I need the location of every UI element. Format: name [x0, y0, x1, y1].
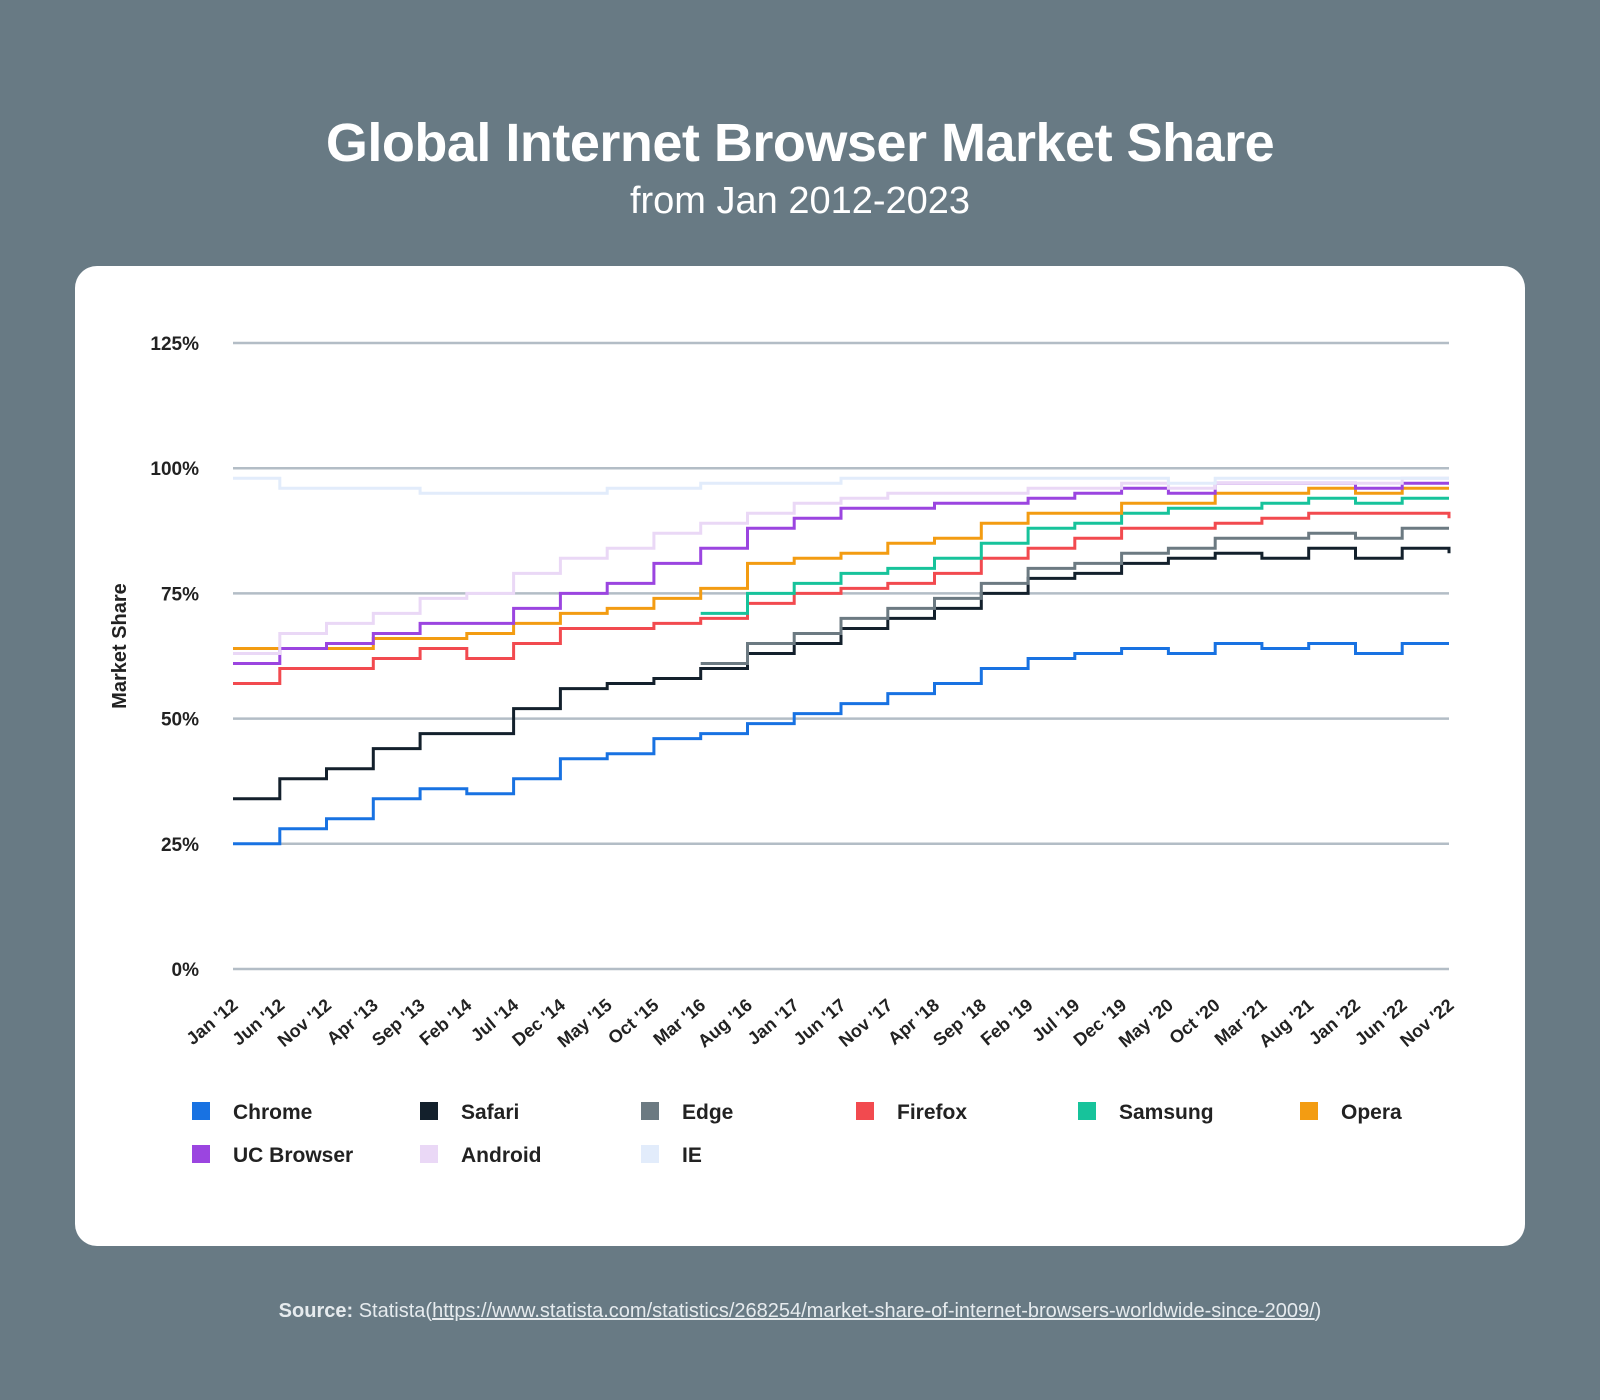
legend-label: Firefox [897, 1101, 967, 1124]
legend-label: Android [461, 1144, 541, 1167]
x-tick-label: Jan '12 [183, 995, 242, 1049]
x-tick-label: Nov '12 [274, 995, 335, 1051]
x-tick-label: Sep '18 [929, 995, 990, 1050]
y-axis-label: Market Share [109, 583, 131, 709]
x-tick-label: Nov '22 [1396, 995, 1457, 1051]
legend-label: Edge [682, 1101, 733, 1124]
chart-title: Global Internet Browser Market Share [325, 113, 1275, 173]
legend: Chrome Safari Edge Firefox Samsung Opera UC Br… [192, 1101, 1402, 1167]
legend-label: Opera [1341, 1101, 1402, 1124]
legend-label: UC Browser [233, 1144, 353, 1167]
legend-swatch [420, 1102, 438, 1120]
y-tick-label: 100% [150, 459, 199, 480]
gridlines [233, 341, 1449, 971]
chart-subtitle: from Jan 2012-2023 [629, 180, 971, 222]
x-tick-label: Nov '17 [835, 995, 896, 1051]
legend-label: Chrome [233, 1101, 312, 1124]
x-tick-label: Feb '14 [416, 995, 476, 1050]
series-line-samsung [700, 496, 1449, 615]
legend-label: IE [682, 1144, 702, 1167]
legend-label: Samsung [1119, 1101, 1214, 1124]
series-line-uc-browser [233, 481, 1449, 665]
y-axis-ticks: 0% 25% 50% 75% 100% 125% [150, 334, 199, 981]
y-tick-label: 75% [161, 584, 199, 605]
source-link[interactable]: https://www.statista.com/statistics/2682… [432, 1300, 1315, 1322]
series-line-ie [233, 476, 1449, 495]
legend-swatch [856, 1102, 874, 1120]
series-line-opera [233, 486, 1449, 650]
chart-card: 0% 25% 50% 75% 100% 125% Market Share Jan '12… [75, 266, 1525, 1246]
legend-swatch [641, 1145, 659, 1163]
series-line-chrome [233, 642, 1449, 846]
legend-swatch [1078, 1102, 1096, 1120]
source-label: Source: [278, 1300, 354, 1322]
series-line-android [233, 476, 1449, 655]
x-tick-label: Jan '17 [744, 995, 803, 1049]
y-tick-label: 0% [172, 960, 200, 981]
source-close-paren: ) [1314, 1300, 1322, 1322]
market-share-chart: 0% 25% 50% 75% 100% 125% Market Share Jan '12… [109, 334, 1458, 1167]
source-note: Source: Statista(https://www.statista.co… [0, 1300, 1600, 1323]
legend-swatch [641, 1102, 659, 1120]
legend-swatch [192, 1102, 210, 1120]
y-tick-label: 50% [161, 710, 199, 731]
series-lines [233, 476, 1451, 846]
y-tick-label: 25% [161, 835, 199, 856]
x-tick-label: Sep '13 [368, 995, 429, 1050]
series-line-safari [233, 546, 1451, 801]
source-publisher: Statista [358, 1300, 426, 1322]
x-tick-label: Jan '22 [1305, 995, 1364, 1049]
legend-swatch [1300, 1102, 1318, 1120]
series-line-edge [700, 526, 1449, 665]
legend-label: Safari [461, 1101, 519, 1124]
y-tick-label: 125% [150, 334, 199, 355]
series-line-firefox [233, 511, 1451, 685]
x-tick-label: Feb '19 [977, 995, 1037, 1050]
legend-swatch [420, 1145, 438, 1163]
source-open-paren: ( [425, 1300, 433, 1322]
legend-swatch [192, 1145, 210, 1163]
